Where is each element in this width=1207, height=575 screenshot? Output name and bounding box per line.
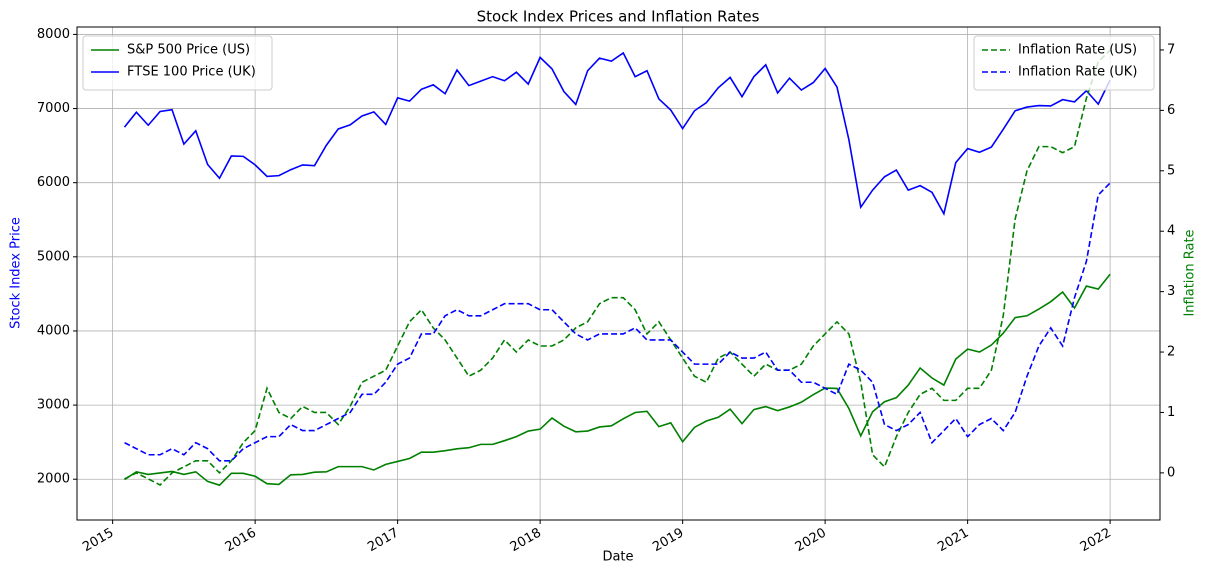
y-tick-label: 6000 bbox=[37, 175, 70, 190]
x-tick-label: 2018 bbox=[508, 526, 544, 556]
legend-box bbox=[82, 35, 273, 91]
y2-tick-label: 7 bbox=[1167, 42, 1175, 57]
y-tick-label: 4000 bbox=[37, 323, 70, 338]
legend-label: S&P 500 Price (US) bbox=[127, 43, 250, 58]
line-series bbox=[124, 273, 1111, 487]
x-tick-label: 2017 bbox=[365, 526, 401, 556]
plot-frame bbox=[76, 26, 1161, 521]
y2-tick-label: 3 bbox=[1167, 284, 1175, 299]
legend-label: FTSE 100 Price (UK) bbox=[127, 65, 256, 80]
y2-tick-label: 0 bbox=[1167, 465, 1175, 480]
y-tick-label: 2000 bbox=[37, 472, 70, 487]
y2-axis-label: Inflation Rate bbox=[1183, 229, 1198, 316]
legend-label: Inflation Rate (UK) bbox=[1018, 65, 1137, 80]
x-tick-label: 2021 bbox=[935, 526, 971, 556]
x-tick-label: 2016 bbox=[223, 526, 259, 556]
y-tick-label: 8000 bbox=[37, 27, 70, 42]
y2-tick-label: 6 bbox=[1167, 103, 1175, 118]
y-tick-label: 3000 bbox=[37, 398, 70, 413]
line-series bbox=[124, 49, 1111, 486]
line-series bbox=[124, 182, 1111, 462]
legend-box bbox=[973, 35, 1155, 91]
x-tick-label: 2015 bbox=[80, 526, 116, 556]
line-series bbox=[123, 51, 1111, 217]
y2-tick-label: 1 bbox=[1167, 405, 1175, 420]
y2-tick-label: 2 bbox=[1167, 345, 1175, 360]
y-axis-label: Stock Index Price bbox=[9, 217, 24, 329]
legend-label: Inflation Rate (US) bbox=[1018, 43, 1137, 58]
chart-title: Stock Index Prices and Inflation Rates bbox=[477, 8, 760, 26]
y-tick-label: 5000 bbox=[37, 249, 70, 264]
x-tick-label: 2022 bbox=[1078, 526, 1114, 556]
y2-tick-label: 5 bbox=[1167, 163, 1175, 178]
x-axis-label: Date bbox=[602, 550, 633, 565]
y-tick-label: 7000 bbox=[37, 101, 70, 116]
x-tick-label: 2019 bbox=[650, 526, 686, 556]
y2-tick-label: 4 bbox=[1167, 224, 1175, 239]
x-tick-label: 2020 bbox=[793, 526, 829, 556]
